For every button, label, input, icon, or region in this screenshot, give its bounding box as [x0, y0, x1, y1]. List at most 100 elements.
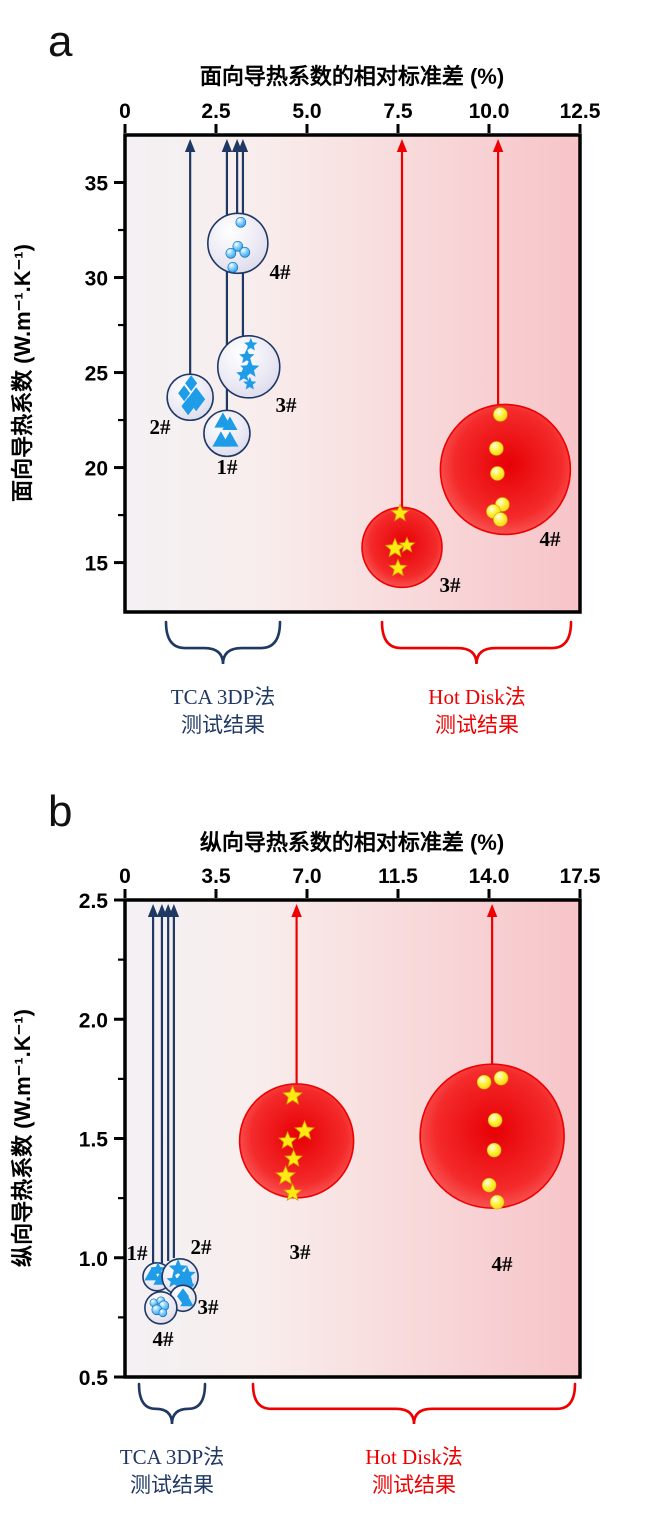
data-marker-sphere — [489, 1194, 505, 1210]
x-axis-tick-label: 11.5 — [378, 865, 418, 888]
panel-b: b 纵向导热系数的相对标准差 (%) 纵向导热系数 (W.m⁻¹.K⁻¹) 0 3… — [10, 787, 601, 1497]
tca-method-label-b-line1: TCA 3DP法 — [120, 1445, 224, 1469]
data-marker-star — [166, 1272, 182, 1288]
bubble-label: 4# — [540, 527, 562, 551]
data-marker-sphere — [486, 1142, 502, 1158]
x-axis-tick-label: 12.5 — [560, 100, 601, 123]
tca-method-label-a-line1: TCA 3DP法 — [171, 685, 275, 709]
hotdisk-method-label-a-line1: Hot Disk法 — [428, 685, 525, 709]
data-bubble — [203, 409, 251, 458]
bubble-label: 1# — [217, 455, 239, 479]
panel-a-plot: 0 2.5 5.0 7.5 10.0 12.5 15 20 25 30 35 1# 2# 3# 4# 3# 4# — [85, 100, 601, 665]
method-brace — [251, 1382, 577, 1425]
data-marker-sphere — [232, 241, 244, 252]
y-axis-tick-label: 0.5 — [79, 1367, 109, 1390]
hotdisk-method-label-b-line2: 测试结果 — [372, 1473, 456, 1497]
method-brace — [137, 1382, 207, 1425]
y-axis-tick-label: 30 — [85, 268, 108, 291]
data-bubble — [419, 1063, 565, 1209]
x-axis-tick-label: 17.5 — [560, 865, 601, 888]
data-marker-star — [282, 1084, 304, 1105]
data-marker-triangle — [180, 1294, 194, 1307]
panel-b-plot: 0 3.5 7.0 11.5 14.0 17.5 0.5 1.0 1.5 2.0 2.5 1# 2# 3#… — [79, 865, 601, 1425]
panel-a-y-axis-label: 面向导热系数 (W.m⁻¹.K⁻¹) — [10, 244, 35, 502]
bubble-label: 3# — [290, 1240, 312, 1264]
data-marker-triangle — [222, 416, 238, 430]
y-axis-tick-label: 25 — [85, 363, 109, 386]
panel-b-y-axis-label: 纵向导热系数 (W.m⁻¹.K⁻¹) — [10, 1009, 35, 1267]
data-bubble — [439, 403, 572, 536]
y-axis-tick-label: 15 — [85, 553, 109, 576]
measurement-arrow-head — [237, 139, 249, 152]
y-axis-tick-label: 2.5 — [79, 890, 109, 913]
data-marker-star — [239, 348, 255, 364]
data-marker-sphere — [481, 1177, 497, 1193]
bubble-label: 3# — [198, 1295, 220, 1319]
panel-a: a 面向导热系数的相对标准差 (%) 面向导热系数 (W.m⁻¹.K⁻¹) 0 2… — [10, 17, 601, 737]
data-marker-star — [244, 337, 258, 351]
data-marker-sphere — [476, 1074, 492, 1090]
data-marker-star — [388, 558, 408, 577]
data-marker-star — [243, 376, 257, 390]
x-axis-tick-label: 5.0 — [292, 100, 321, 123]
plot-area — [123, 133, 582, 614]
measurement-arrow-head — [147, 904, 159, 917]
measurement-arrow-head — [291, 904, 302, 917]
data-marker-sphere — [489, 441, 504, 456]
data-marker-star — [390, 503, 410, 522]
x-axis-tick-label: 3.5 — [201, 865, 231, 888]
data-marker-sphere — [158, 1308, 168, 1318]
measurement-arrow-head — [486, 904, 498, 917]
bubble-label: 3# — [276, 393, 298, 417]
method-brace — [380, 620, 573, 665]
y-axis-tick-label: 20 — [85, 458, 108, 481]
method-brace — [164, 620, 282, 665]
measurement-arrow-head — [396, 139, 408, 152]
measurement-arrow-head — [221, 139, 233, 152]
bubble-label: 1# — [127, 1241, 149, 1265]
bubble-label: 4# — [270, 260, 292, 284]
tca-method-label-b-line2: 测试结果 — [130, 1473, 214, 1497]
hotdisk-method-label-b-line1: Hot Disk法 — [365, 1445, 462, 1469]
hotdisk-method-label-a-line2: 测试结果 — [435, 713, 519, 737]
data-marker-sphere — [225, 248, 237, 259]
data-marker-star — [283, 1182, 303, 1202]
measurement-arrow-head — [168, 904, 180, 917]
data-marker-star — [284, 1148, 304, 1168]
bubble-label: 2# — [150, 415, 172, 439]
x-axis-tick-label: 14.0 — [469, 865, 510, 888]
data-marker-triangle — [221, 431, 239, 447]
x-axis-tick-label: 7.0 — [292, 865, 321, 888]
data-marker-sphere — [490, 466, 505, 481]
data-marker-sphere — [487, 1112, 503, 1128]
bubble-label: 2# — [191, 1235, 213, 1259]
data-marker-diamond — [181, 397, 195, 416]
panel-a-letter: a — [48, 17, 73, 66]
bubble-label: 3# — [440, 573, 462, 597]
data-marker-sphere — [493, 407, 508, 422]
bubble-label: 4# — [153, 1327, 175, 1351]
data-marker-star — [398, 536, 416, 553]
y-axis-tick-label: 1.0 — [79, 1248, 108, 1271]
data-marker-sphere — [493, 1070, 509, 1086]
bubble-label: 4# — [492, 1252, 514, 1276]
data-marker-diamond — [185, 375, 198, 392]
data-marker-sphere — [239, 247, 251, 258]
data-marker-star — [278, 1130, 298, 1150]
y-axis-tick-label: 1.5 — [79, 1129, 109, 1152]
panel-a-x-axis-title: 面向导热系数的相对标准差 (%) — [200, 64, 504, 89]
data-marker-sphere — [235, 217, 247, 228]
y-axis-tick-label: 2.0 — [79, 1009, 108, 1032]
tca-method-label-a-line2: 测试结果 — [181, 713, 265, 737]
data-marker-star — [275, 1164, 297, 1185]
data-marker-star — [236, 366, 252, 382]
measurement-arrow-head — [492, 139, 504, 152]
x-axis-tick-label: 0 — [119, 100, 131, 123]
y-axis-tick-label: 35 — [85, 173, 109, 196]
data-marker-triangle — [144, 1266, 160, 1281]
data-marker-diamond — [178, 385, 191, 402]
measurement-arrow-head — [184, 139, 196, 152]
x-axis-tick-label: 2.5 — [201, 100, 231, 123]
